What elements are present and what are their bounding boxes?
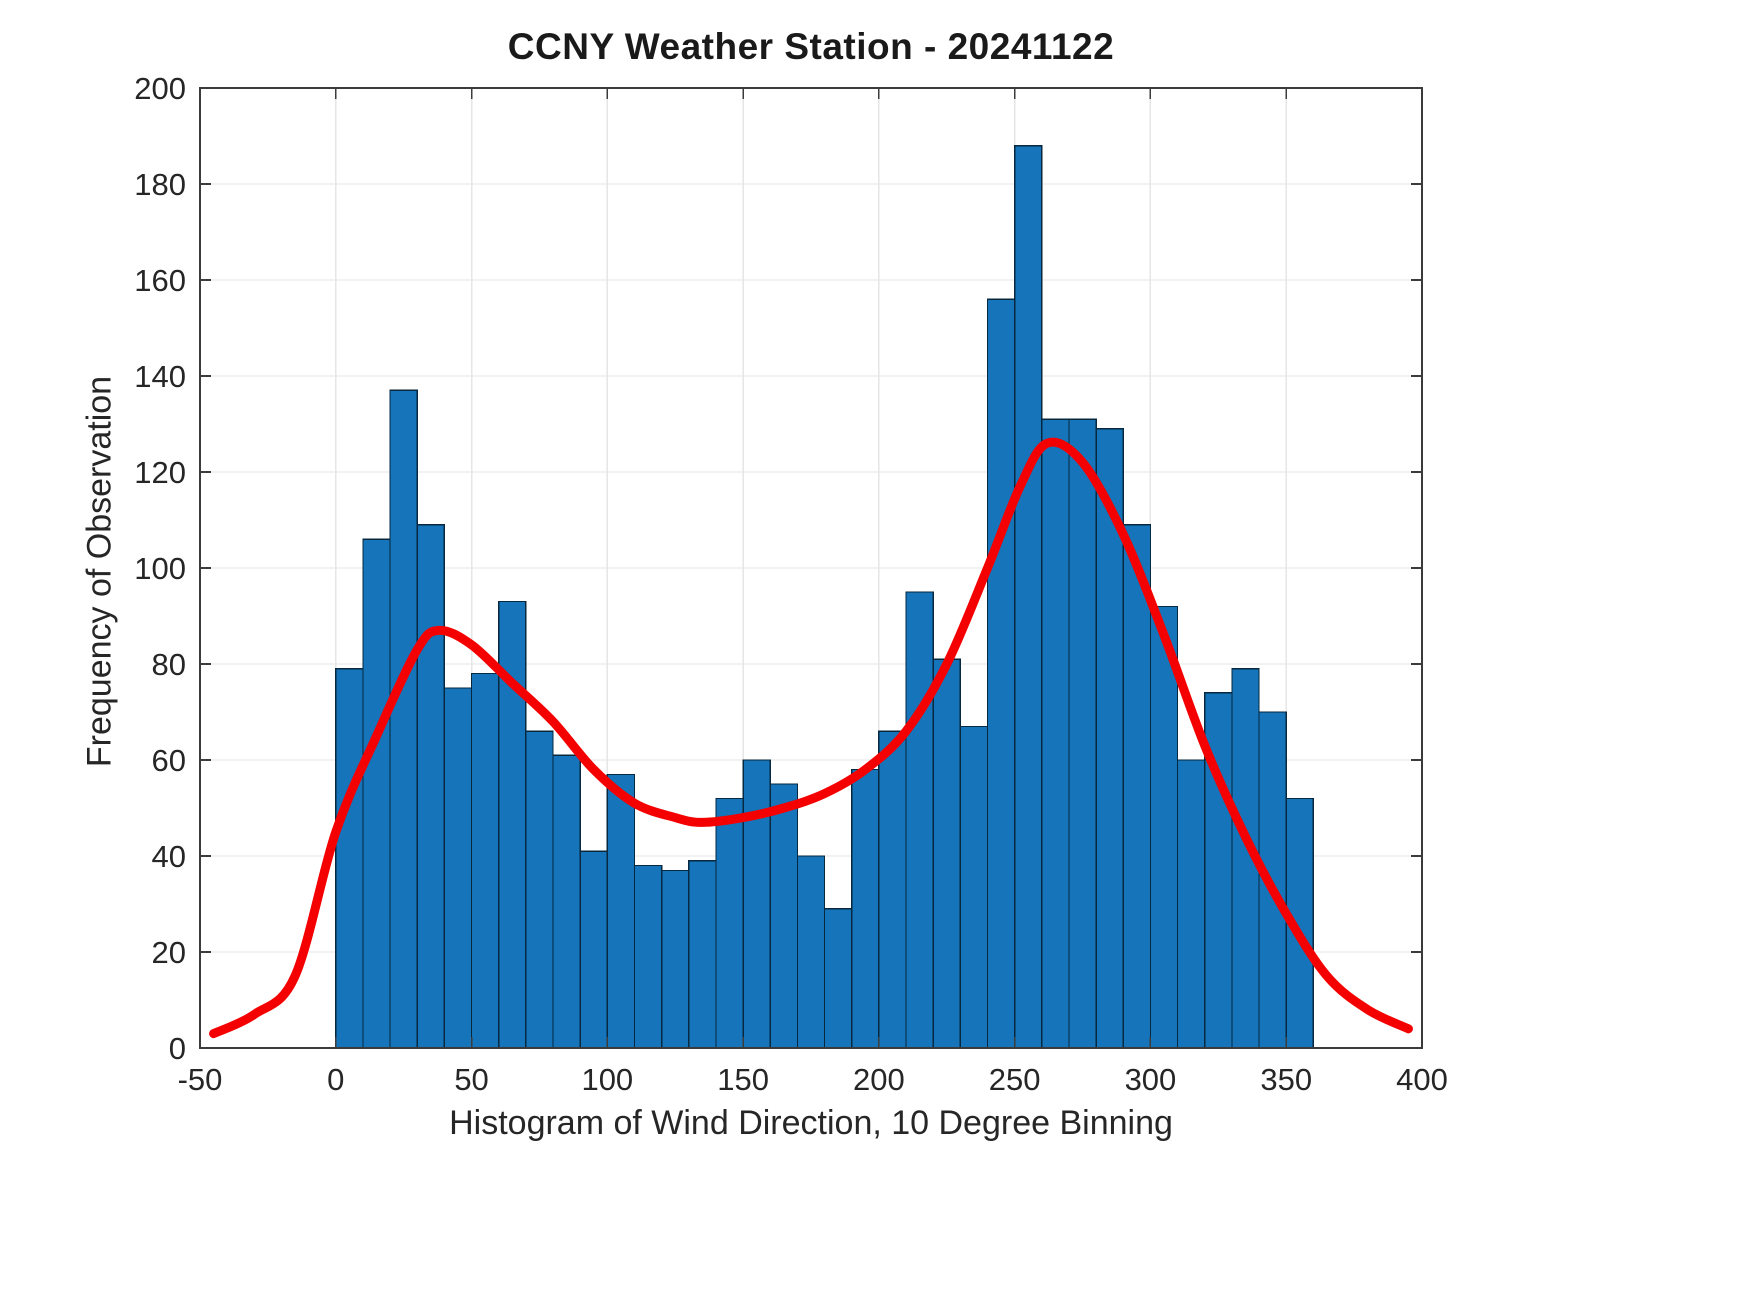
histogram-bar [633, 864, 663, 1049]
histogram-bar [823, 908, 853, 1049]
y-tick-label: 40 [152, 839, 186, 874]
histogram-bar [552, 754, 581, 1049]
x-tick-label: -50 [178, 1062, 223, 1097]
histogram-bar [959, 725, 989, 1049]
histogram-bar [1122, 524, 1152, 1049]
histogram-bar [878, 730, 907, 1049]
histogram-bar [443, 687, 473, 1049]
histogram-bar [416, 524, 446, 1049]
histogram-bar [986, 298, 1016, 1049]
y-tick-label: 100 [134, 551, 186, 586]
x-tick-label: 100 [581, 1062, 633, 1097]
histogram-bar [606, 773, 636, 1049]
histogram-bar [688, 860, 717, 1049]
y-tick-label: 0 [169, 1031, 186, 1066]
x-tick-label: 0 [327, 1062, 344, 1097]
x-tick-label: 350 [1260, 1062, 1312, 1097]
histogram-bar [525, 730, 554, 1049]
histogram-bar [1068, 418, 1097, 1049]
y-axis-label: Frequency of Observation [80, 375, 119, 768]
histogram-bar [1176, 759, 1206, 1049]
y-tick-label: 160 [134, 263, 186, 298]
histogram-bar [932, 658, 962, 1049]
histogram-bar [389, 389, 418, 1049]
x-tick-label: 400 [1396, 1062, 1448, 1097]
histogram-bar [715, 797, 744, 1049]
y-tick-label: 20 [152, 935, 186, 970]
y-tick-label: 180 [134, 167, 186, 202]
y-tick-label: 120 [134, 455, 186, 490]
y-tick-label: 60 [152, 743, 186, 778]
fit-curve [209, 437, 1413, 1039]
x-tick-label: 250 [989, 1062, 1041, 1097]
x-tick-label: 50 [454, 1062, 488, 1097]
x-tick-label: 150 [717, 1062, 769, 1097]
y-tick-label: 200 [134, 71, 186, 106]
histogram-bar [1014, 144, 1043, 1049]
chart-title: CCNY Weather Station - 20241122 [507, 26, 1115, 67]
x-tick-label: 200 [853, 1062, 905, 1097]
histogram-bar [769, 783, 799, 1049]
histogram-bar [1041, 418, 1070, 1049]
histogram-bar [335, 668, 364, 1049]
x-axis-label: Histogram of Wind Direction, 10 Degree B… [449, 1104, 1173, 1142]
histogram-bar [796, 855, 826, 1049]
histogram-bar [742, 759, 771, 1049]
histogram-bar [1149, 605, 1179, 1049]
histogram-bar [851, 768, 880, 1049]
y-tick-label: 140 [134, 359, 186, 394]
histogram-bar [470, 672, 500, 1049]
histogram-bar [362, 538, 391, 1049]
x-tick-label: 300 [1125, 1062, 1177, 1097]
y-tick-label: 80 [152, 647, 186, 682]
histogram-bar [905, 591, 934, 1049]
histogram-bar [660, 869, 690, 1049]
histogram-bar [579, 850, 608, 1049]
